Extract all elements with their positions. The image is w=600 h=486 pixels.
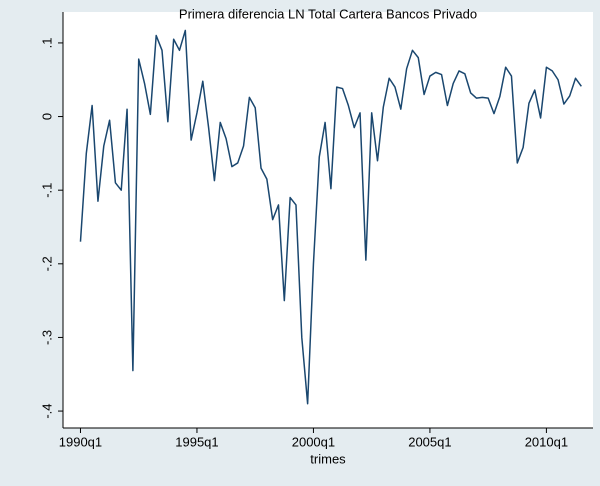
y-tick-label: 0 [39, 113, 54, 120]
chart-title: Primera diferencia LN Total Cartera Banc… [179, 6, 477, 21]
x-axis-title: trimes [310, 451, 346, 466]
x-tick-label: 1990q1 [59, 434, 102, 449]
y-tick-label: -.2 [39, 256, 54, 271]
x-tick-label: 2010q1 [525, 434, 568, 449]
y-tick-label: -.1 [39, 183, 54, 198]
x-tick-label: 2000q1 [292, 434, 335, 449]
x-tick-label: 1995q1 [175, 434, 218, 449]
data-line [79, 29, 582, 405]
y-tick-label: -.3 [39, 330, 54, 345]
plot-area [63, 12, 593, 428]
y-tick-label: -.4 [39, 403, 54, 418]
x-tick-label: 2005q1 [408, 434, 451, 449]
y-tick-label: .1 [39, 38, 54, 49]
